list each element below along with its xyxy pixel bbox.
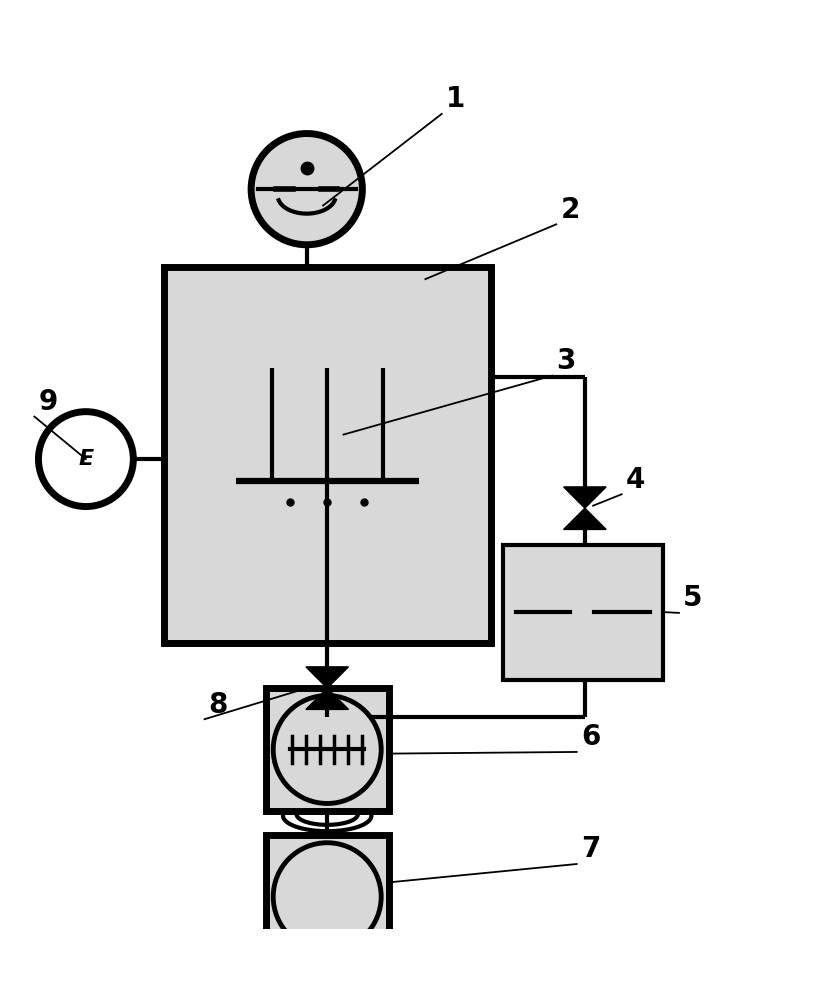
Text: 2: 2 (560, 196, 580, 224)
Polygon shape (564, 487, 606, 508)
Text: 9: 9 (38, 388, 58, 416)
Circle shape (273, 843, 381, 951)
Text: 5: 5 (683, 584, 703, 612)
Circle shape (251, 134, 362, 245)
Bar (266, 835, 389, 958)
Text: 8: 8 (209, 691, 228, 719)
Text: E: E (79, 449, 93, 469)
Text: 7: 7 (581, 835, 600, 863)
Circle shape (38, 412, 133, 507)
Bar (266, 688, 389, 811)
Circle shape (273, 696, 381, 803)
Text: 1: 1 (446, 85, 465, 113)
Polygon shape (306, 667, 348, 688)
Bar (164, 267, 491, 643)
Polygon shape (564, 508, 606, 529)
Bar (503, 545, 663, 680)
Text: 6: 6 (581, 723, 600, 751)
Polygon shape (306, 688, 348, 709)
Text: 3: 3 (556, 347, 576, 375)
Text: 4: 4 (626, 466, 645, 494)
